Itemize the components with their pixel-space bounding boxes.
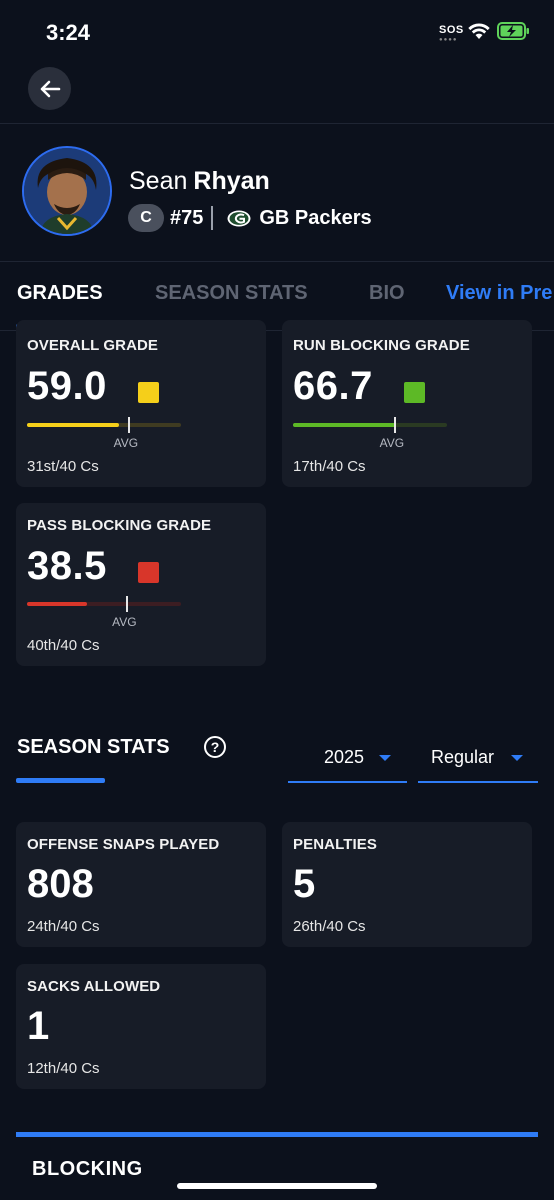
grade-bar-fill <box>293 423 397 427</box>
tab-bio[interactable]: BIO <box>369 282 405 304</box>
home-indicator[interactable] <box>177 1183 377 1189</box>
card-title: RUN BLOCKING GRADE <box>293 337 470 354</box>
card-title: PENALTIES <box>293 836 377 853</box>
player-meta: C #75 GB Packers <box>128 204 372 232</box>
season-year-dropdown[interactable]: 2025 <box>288 735 407 783</box>
wifi-icon <box>468 23 490 39</box>
card-title: OVERALL GRADE <box>27 337 159 354</box>
grade-color-swatch <box>138 382 159 403</box>
stat-value: 5 <box>293 862 316 906</box>
dropdown-value: Regular <box>431 747 495 767</box>
avg-tick <box>127 417 130 433</box>
sacks-allowed-card[interactable]: SACKS ALLOWED 1 12th/40 Cs <box>16 964 266 1089</box>
grade-bar-fill <box>27 602 88 606</box>
grade-value: 66.7 <box>293 364 373 408</box>
grade-bar <box>27 423 181 427</box>
jersey-number: #75 <box>170 206 204 229</box>
tab-view-in-premium[interactable]: View in Pre <box>446 282 553 304</box>
grade-bar <box>27 602 181 606</box>
blocking-section-title: BLOCKING <box>32 1158 143 1180</box>
avg-label: AVG <box>112 615 137 629</box>
back-button[interactable] <box>28 67 71 110</box>
season-stats-title: SEASON STATS <box>17 736 170 758</box>
team-name: GB Packers <box>259 206 372 229</box>
caret-down-icon <box>511 755 523 761</box>
card-title: PASS BLOCKING GRADE <box>27 517 212 534</box>
battery-charging-icon <box>497 22 529 40</box>
packers-logo-icon <box>227 210 251 226</box>
stat-rank: 12th/40 Cs <box>27 1060 100 1077</box>
stat-rank: 24th/40 Cs <box>27 918 100 935</box>
tab-grades[interactable]: GRADES <box>17 282 103 304</box>
player-avatar <box>22 146 112 236</box>
separator <box>211 206 214 230</box>
divider <box>0 330 554 331</box>
card-title: OFFENSE SNAPS PLAYED <box>27 836 220 853</box>
player-first-name: Sean <box>129 167 188 195</box>
tab-season-stats[interactable]: SEASON STATS <box>155 282 308 304</box>
grade-color-swatch <box>138 562 159 583</box>
status-time: 3:24 <box>46 20 91 45</box>
grade-rank: 31st/40 Cs <box>27 458 99 475</box>
position-badge: C <box>128 204 164 232</box>
grade-bar <box>293 423 447 427</box>
card-title: SACKS ALLOWED <box>27 978 161 995</box>
offense-snaps-card[interactable]: OFFENSE SNAPS PLAYED 808 24th/40 Cs <box>16 822 266 947</box>
divider <box>0 261 554 262</box>
player-name: Sean Rhyan <box>129 167 270 196</box>
avg-tick <box>393 417 396 433</box>
stat-rank: 26th/40 Cs <box>293 918 366 935</box>
penalties-card[interactable]: PENALTIES 5 26th/40 Cs <box>282 822 532 947</box>
grade-color-swatch <box>404 382 425 403</box>
status-bar: 3:24 SOS ●●●● <box>0 0 554 60</box>
overall-grade-card[interactable]: OVERALL GRADE 59.0 AVG 31st/40 Cs <box>16 320 266 487</box>
section-divider-bar <box>16 1132 538 1137</box>
run-blocking-grade-card[interactable]: RUN BLOCKING GRADE 66.7 AVG 17th/40 Cs <box>282 320 532 487</box>
grade-value: 38.5 <box>27 544 107 588</box>
avg-tick <box>126 596 129 612</box>
dropdown-value: 2025 <box>324 747 365 767</box>
section-underline <box>16 778 105 783</box>
avg-label: AVG <box>113 436 139 450</box>
grade-rank: 40th/40 Cs <box>27 637 100 654</box>
grade-bar-fill <box>27 423 120 427</box>
sos-indicator: SOS <box>439 24 464 36</box>
signal-dots-icon: ●●●● <box>439 37 458 43</box>
grade-rank: 17th/40 Cs <box>293 458 366 475</box>
stat-value: 808 <box>27 862 94 906</box>
player-headshot-icon <box>24 148 110 234</box>
avg-label: AVG <box>379 436 405 450</box>
help-icon[interactable]: ? <box>204 736 226 758</box>
stat-value: 1 <box>27 1004 50 1048</box>
caret-down-icon <box>379 755 391 761</box>
season-type-dropdown[interactable]: Regular <box>418 735 538 783</box>
arrow-left-icon <box>40 80 60 97</box>
divider <box>0 123 554 124</box>
player-last-name: Rhyan <box>193 167 270 195</box>
grade-value: 59.0 <box>27 364 107 408</box>
pass-blocking-grade-card[interactable]: PASS BLOCKING GRADE 38.5 AVG 40th/40 Cs <box>16 503 266 666</box>
